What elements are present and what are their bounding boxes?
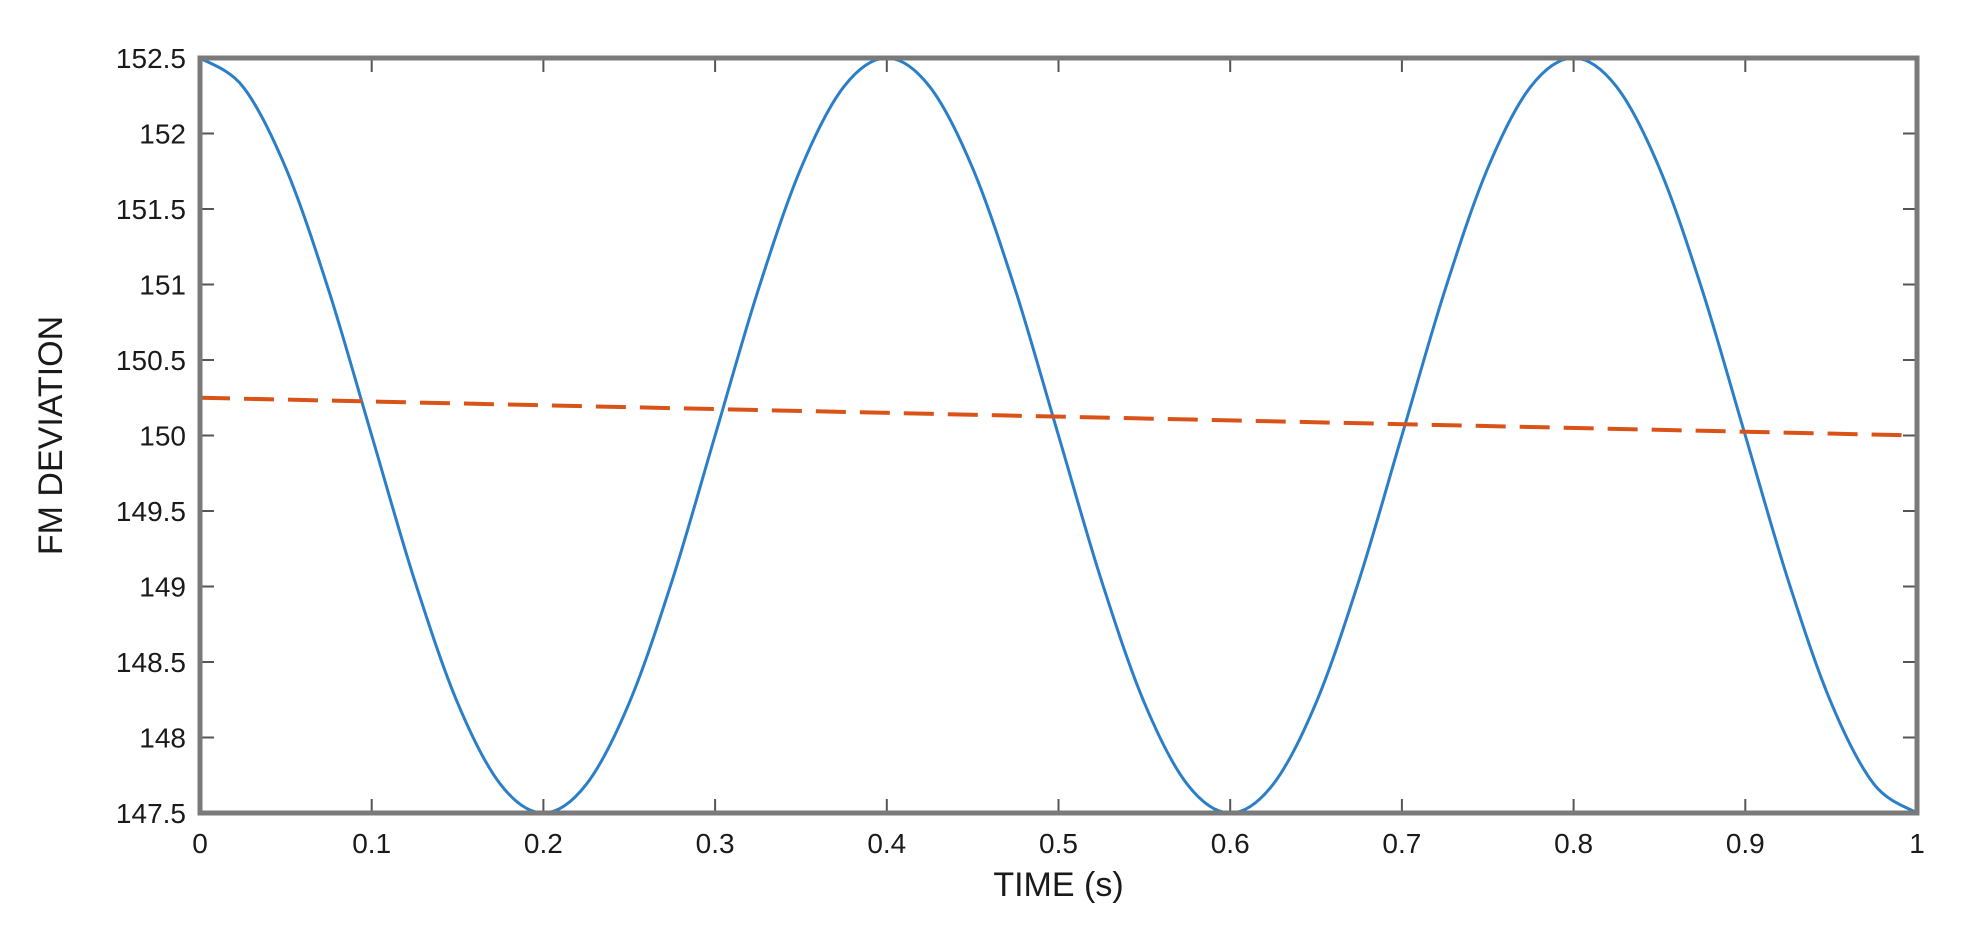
y-tick-label: 150 [139,421,186,452]
y-tick-label: 151.5 [116,194,186,225]
x-tick-label: 0.4 [867,828,906,859]
x-tick-label: 0.9 [1726,828,1765,859]
x-axis-title: TIME (s) [993,866,1123,904]
y-tick-label: 147.5 [116,798,186,829]
series-line-dashed [199,395,1918,438]
x-tick-labels: 0 0.1 0.2 0.3 0.4 0.5 0.6 0.7 0.8 0.9 1 [192,828,1925,859]
y-tick-label: 149.5 [116,496,186,527]
x-tick-label: 0.5 [1039,828,1078,859]
y-tick-label: 148.5 [116,647,186,678]
y-tick-label: 151 [139,270,186,301]
y-tick-labels: 147.5 148 148.5 149 149.5 150 150.5 151 151.5 152… [116,43,186,829]
y-tick-label: 150.5 [116,345,186,376]
x-tick-label: 1 [1909,828,1925,859]
x-tick-label: 0.1 [352,828,391,859]
x-tick-label: 0.2 [524,828,563,859]
x-tick-label: 0.3 [696,828,735,859]
y-tick-label: 148 [139,723,186,754]
series-layer [199,56,1918,815]
y-tick-label: 149 [139,572,186,603]
series-line-solid [199,56,1918,815]
plot-frame [197,55,1920,816]
x-tick-label: 0 [192,828,208,859]
y-tick-label: 152 [139,119,186,150]
x-tick-label: 0.8 [1554,828,1593,859]
y-tick-label: 152.5 [116,43,186,74]
y-axis-title: FM DEVIATION [32,316,70,555]
x-tick-label: 0.6 [1211,828,1250,859]
x-tick-label: 0.7 [1382,828,1421,859]
